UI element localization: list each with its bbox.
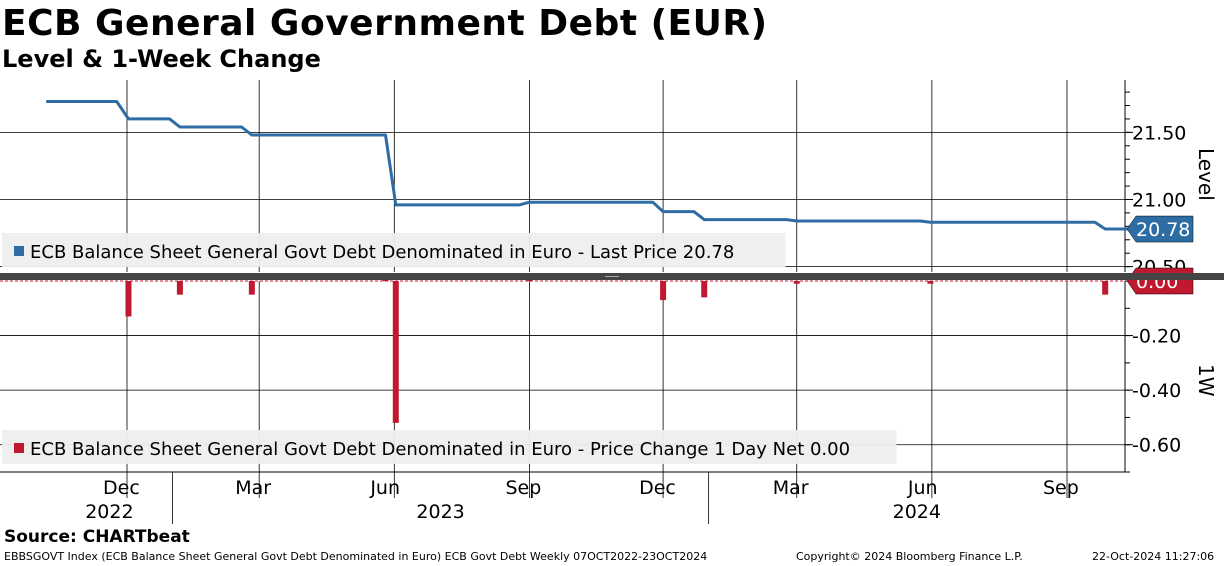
legend-level-box bbox=[2, 233, 786, 267]
change-bar-9 bbox=[927, 281, 934, 284]
level-series-line bbox=[46, 100, 1136, 231]
axis-label-1w: 1W bbox=[1194, 364, 1218, 397]
legend-change-label: ECB Balance Sheet General Govt Debt Deno… bbox=[30, 439, 850, 460]
source-note: Source: CHARTbeat bbox=[4, 527, 190, 547]
change-bar-3 bbox=[382, 279, 389, 282]
panel-divider-grip bbox=[605, 276, 619, 277]
last-value-tag-level-bg bbox=[1126, 215, 1194, 243]
x-year-label-2: 2024 bbox=[893, 501, 941, 523]
axis-label-level: Level bbox=[1194, 148, 1218, 201]
x-month-label-1: Mar bbox=[235, 477, 271, 499]
series-description: EBBSGOVT Index (ECB Balance Sheet Genera… bbox=[4, 550, 708, 563]
legend-change-box bbox=[2, 430, 897, 464]
change-bar-7 bbox=[701, 281, 708, 298]
last-value-tag-level-text: 20.78 bbox=[1136, 219, 1190, 241]
change-bar-2 bbox=[248, 281, 255, 295]
ytick-label-bottom-1: -0.40 bbox=[1132, 380, 1181, 402]
x-month-label-2: Jun bbox=[369, 477, 400, 499]
ytick-label-bottom-0: -0.60 bbox=[1132, 435, 1181, 457]
chart-subtitle: Level & 1-Week Change bbox=[2, 45, 321, 73]
legend-level-label: ECB Balance Sheet General Govt Debt Deno… bbox=[30, 242, 734, 263]
ytick-label-top-1: 21.00 bbox=[1132, 189, 1186, 211]
x-year-label-0: 2022 bbox=[85, 501, 133, 523]
change-bar-8 bbox=[793, 281, 800, 284]
change-bar-6 bbox=[660, 281, 667, 301]
ytick-label-bottom-2: -0.20 bbox=[1132, 326, 1181, 348]
legend-level-swatch bbox=[14, 246, 24, 256]
change-bar-10 bbox=[1102, 281, 1109, 295]
change-bar-4 bbox=[392, 281, 399, 423]
copyright-note: Copyright© 2024 Bloomberg Finance L.P. bbox=[796, 550, 1023, 563]
change-bar-1 bbox=[176, 281, 183, 295]
x-year-label-1: 2023 bbox=[416, 501, 464, 523]
legend-change-swatch bbox=[14, 443, 24, 453]
ytick-label-top-2: 21.50 bbox=[1132, 122, 1186, 144]
x-month-label-4: Dec bbox=[639, 477, 676, 499]
x-month-label-6: Jun bbox=[907, 477, 938, 499]
chart-title: ECB General Government Debt (EUR) bbox=[2, 3, 768, 44]
x-month-label-5: Mar bbox=[773, 477, 809, 499]
x-month-label-0: Dec bbox=[103, 477, 140, 499]
timestamp: 22-Oct-2024 11:27:06 bbox=[1092, 550, 1215, 563]
x-month-label-7: Sep bbox=[1043, 477, 1079, 499]
x-month-label-3: Sep bbox=[505, 477, 541, 499]
change-bar-0 bbox=[125, 281, 132, 317]
